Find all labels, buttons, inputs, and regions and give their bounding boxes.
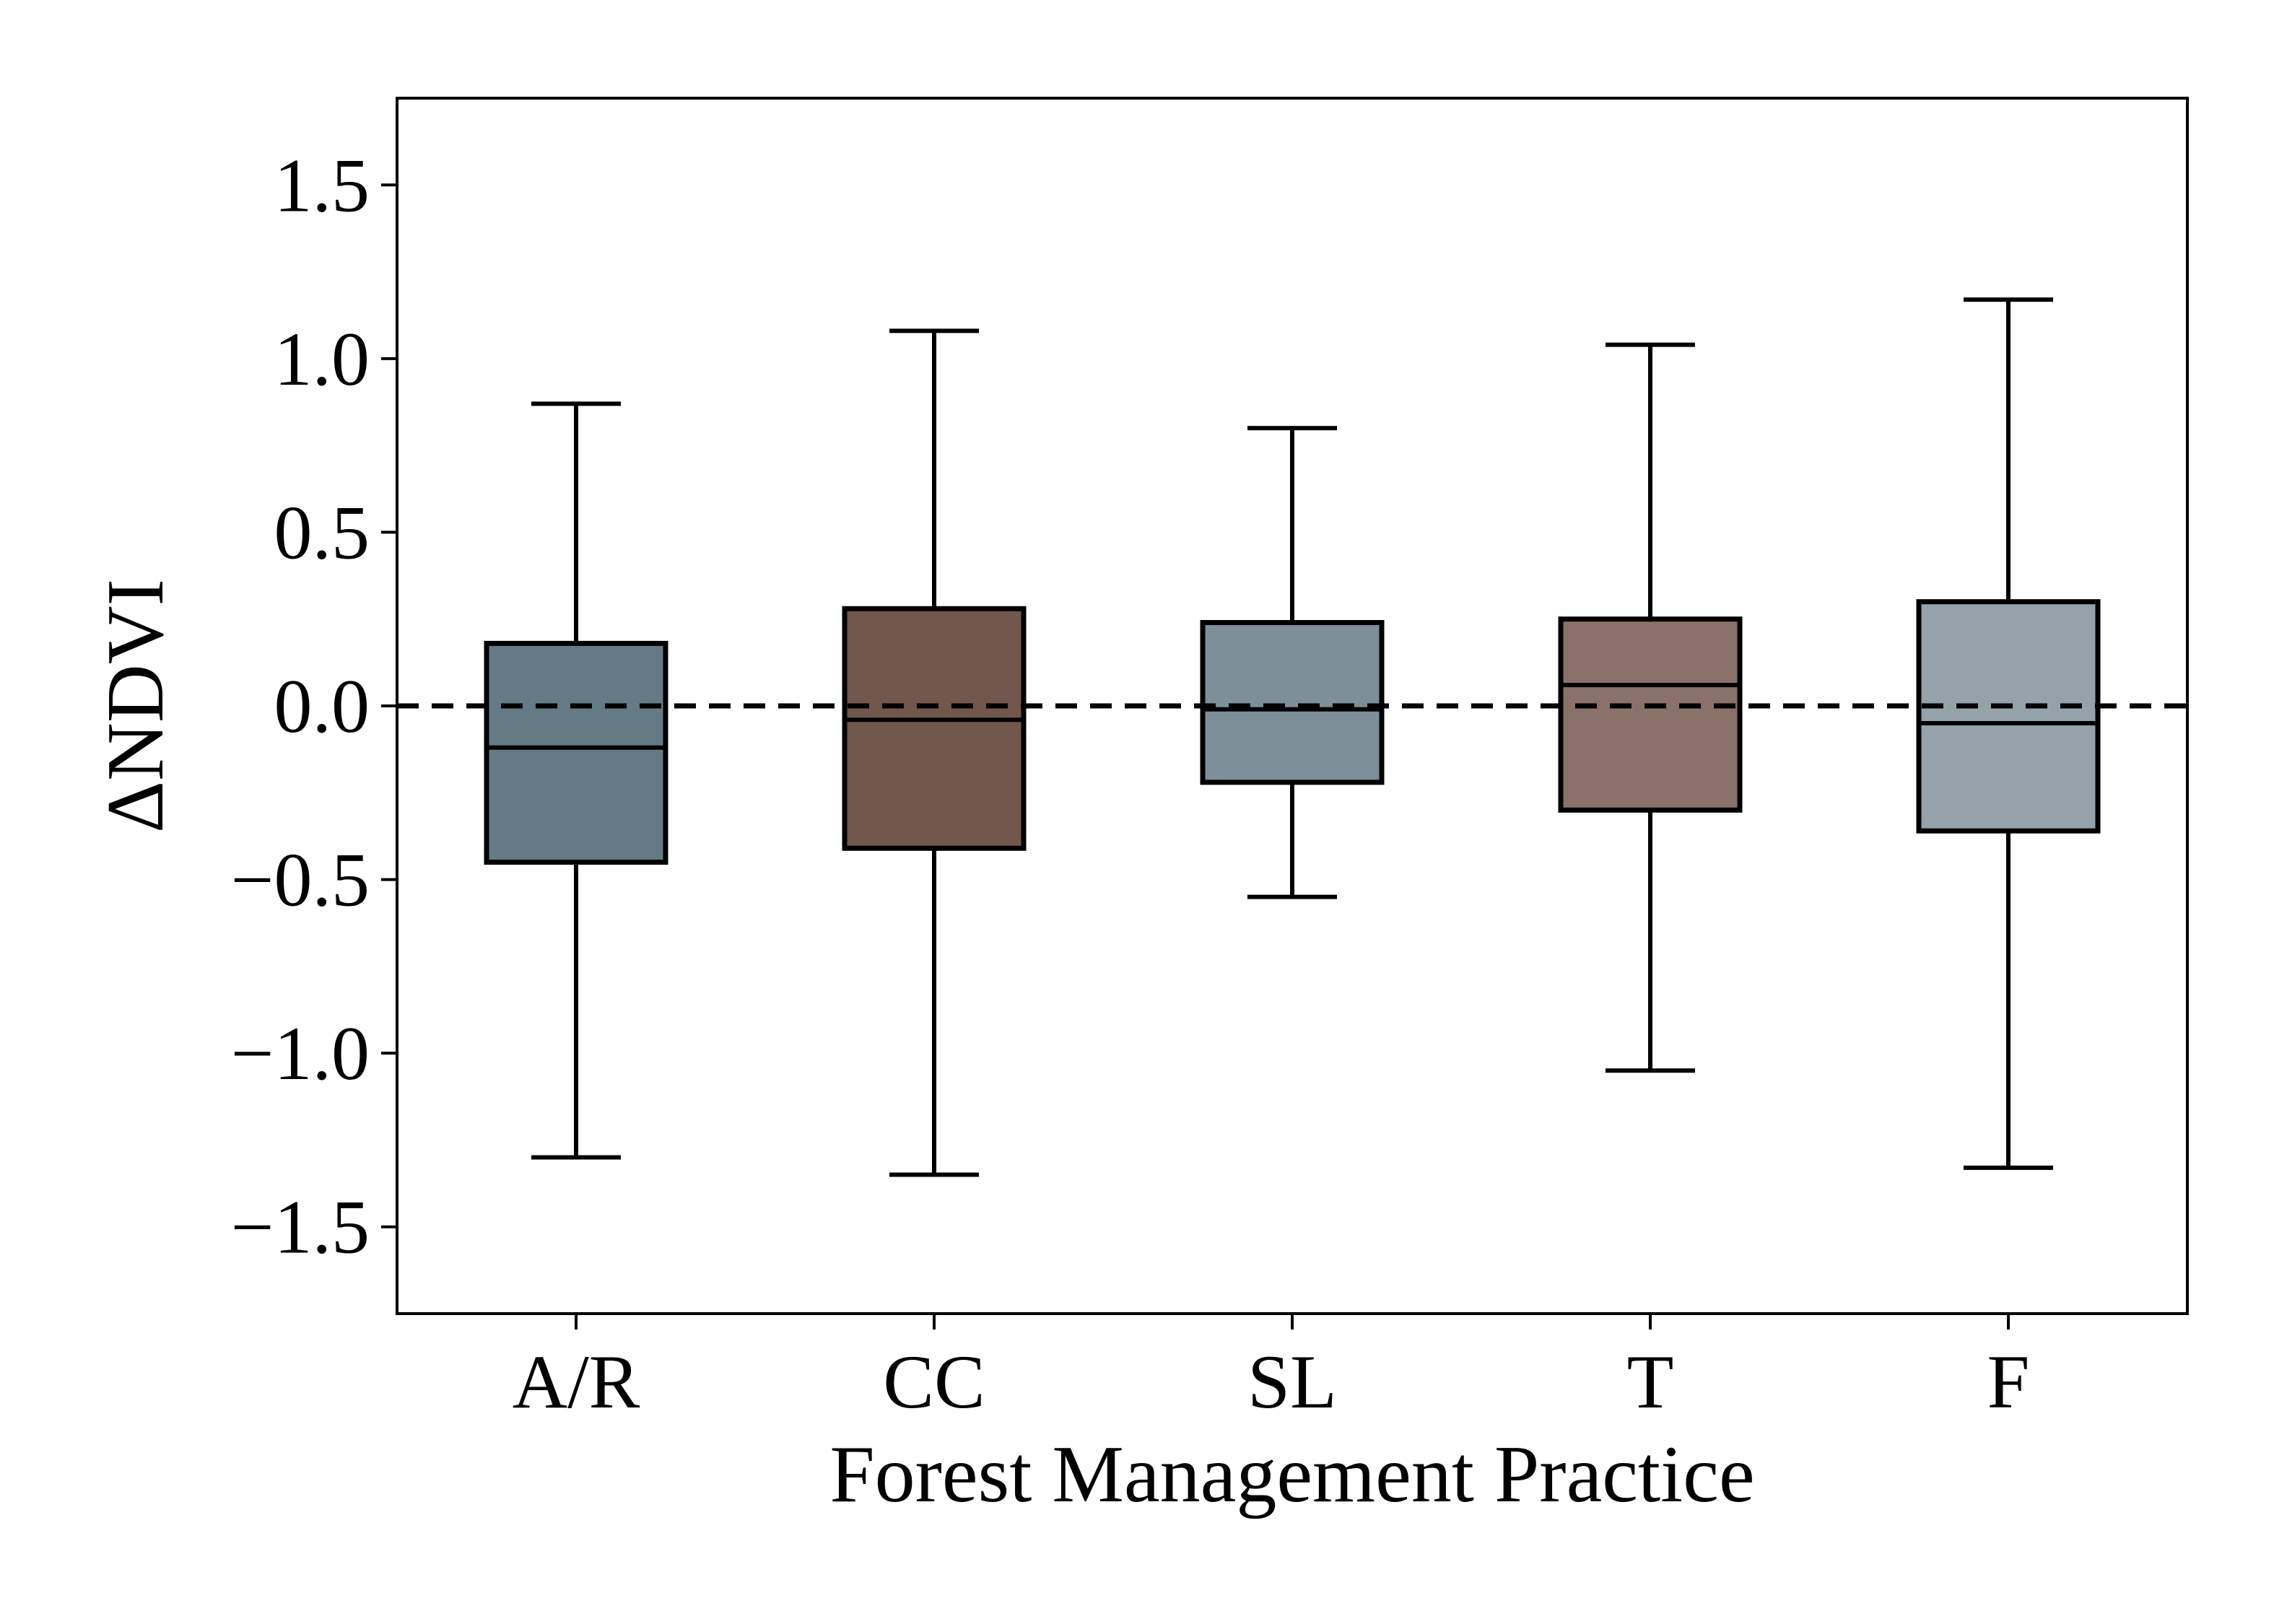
y-axis-label: ΔNDVI [91, 579, 180, 833]
box-ar [484, 401, 668, 1160]
x-axis-label: Forest Management Practice [829, 1430, 1754, 1519]
iqr-box [842, 606, 1027, 851]
box-cc [842, 328, 1027, 1177]
iqr-box [1916, 599, 2101, 834]
box-t [1558, 342, 1743, 1073]
y-tick-label: −0.5 [231, 838, 370, 922]
box-f [1916, 297, 2101, 1170]
plot-frame [396, 97, 2189, 1315]
y-tick-label: −1.0 [231, 1011, 370, 1096]
x-tick-label: T [1627, 1340, 1674, 1424]
box-sl [1200, 426, 1385, 899]
x-tick-label: F [1987, 1340, 2030, 1424]
iqr-box [1200, 620, 1385, 785]
iqr-box [484, 640, 668, 865]
y-tick-label: 1.5 [274, 143, 370, 227]
iqr-box [1558, 616, 1743, 813]
y-tick-label: −1.5 [231, 1185, 370, 1270]
x-tick-label: SL [1247, 1340, 1337, 1424]
x-tick-label: CC [883, 1340, 985, 1424]
x-axis: A/R CC SL T F [513, 1314, 2030, 1424]
plot-area [397, 297, 2187, 1177]
y-tick-label: 0.5 [274, 490, 370, 575]
y-tick-label: 0.0 [274, 664, 370, 748]
x-tick-label: A/R [513, 1340, 640, 1424]
y-tick-label: 1.0 [274, 317, 370, 401]
y-axis: −1.5 −1.0 −0.5 0.0 0.5 1.0 1.5 [231, 143, 397, 1270]
